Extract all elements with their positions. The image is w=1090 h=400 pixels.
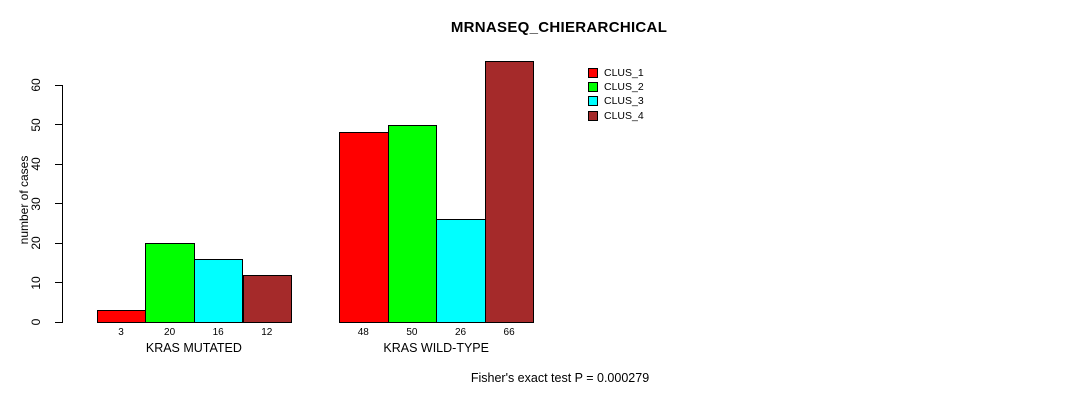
bar-clus_4-group1 xyxy=(242,274,293,323)
y-tick xyxy=(55,242,62,244)
y-tick-label: 40 xyxy=(29,157,43,171)
legend-label: CLUS_3 xyxy=(604,95,644,108)
legend-item-clus_4: CLUS_4 xyxy=(588,109,644,122)
bar-clus_1-group2 xyxy=(339,132,389,323)
y-tick xyxy=(55,84,62,86)
bar-value-label: 48 xyxy=(357,327,369,338)
y-axis-line xyxy=(62,85,63,323)
bar-value-label: 12 xyxy=(261,327,273,338)
legend-swatch-clus_3 xyxy=(588,96,598,107)
bar-value-label: 26 xyxy=(454,327,467,338)
legend-swatch-clus_2 xyxy=(588,81,598,92)
chart-title: MRNASEQ_CHIERARCHICAL xyxy=(450,19,668,36)
y-tick-label: 20 xyxy=(29,236,43,250)
legend-label: CLUS_2 xyxy=(604,80,644,93)
y-tick-label: 0 xyxy=(29,318,43,326)
legend-swatch-clus_4 xyxy=(588,110,598,121)
bar-value-label: 3 xyxy=(118,327,124,338)
y-tick xyxy=(55,203,62,204)
legend-item-clus_3: CLUS_3 xyxy=(588,95,644,108)
annotation-text: Fisher's exact test P = 0.000279 xyxy=(470,371,650,385)
legend-swatch-clus_1 xyxy=(588,67,598,78)
y-tick-label: 60 xyxy=(29,78,43,92)
category-label: KRAS MUTATED xyxy=(145,341,242,355)
legend-label: CLUS_1 xyxy=(604,66,644,79)
bar-value-label: 50 xyxy=(406,327,418,338)
y-tick-label: 30 xyxy=(29,196,43,211)
bar-value-label: 16 xyxy=(212,327,224,338)
category-label: KRAS WILD-TYPE xyxy=(383,341,489,355)
bar-clus_3-group2 xyxy=(436,219,486,323)
y-tick xyxy=(55,282,62,283)
bar-clus_4-group2 xyxy=(484,61,535,323)
bar-clus_2-group1 xyxy=(145,243,195,323)
bar-value-label: 66 xyxy=(503,327,515,338)
bar-value-label: 20 xyxy=(164,327,176,338)
bar-clus_2-group2 xyxy=(387,124,438,323)
bar-clus_1-group1 xyxy=(96,310,147,323)
y-tick-label: 10 xyxy=(29,275,43,290)
y-tick-label: 50 xyxy=(29,117,43,132)
y-tick xyxy=(55,163,62,165)
bar-clus_3-group1 xyxy=(193,258,244,323)
legend-label: CLUS_4 xyxy=(604,109,644,122)
y-tick xyxy=(55,321,62,323)
legend-item-clus_1: CLUS_1 xyxy=(588,66,644,79)
legend-item-clus_2: CLUS_2 xyxy=(588,80,644,93)
y-tick xyxy=(55,124,62,125)
